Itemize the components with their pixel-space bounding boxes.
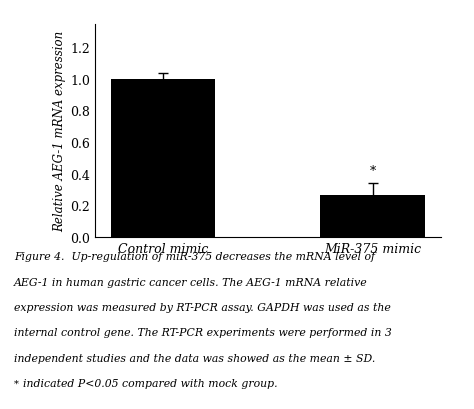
Bar: [320, 196, 425, 237]
Text: independent studies and the data was showed as the mean ± SD.: independent studies and the data was sho…: [14, 353, 375, 363]
Text: *: *: [370, 164, 376, 178]
Y-axis label: Relative AEG-1 mRNA expression: Relative AEG-1 mRNA expression: [53, 31, 66, 231]
Text: Figure 4.  Up-regulation of miR-375 decreases the mRNA level of: Figure 4. Up-regulation of miR-375 decre…: [14, 252, 375, 261]
Text: expression was measured by RT-PCR assay. GAPDH was used as the: expression was measured by RT-PCR assay.…: [14, 302, 391, 312]
Text: internal control gene. The RT-PCR experiments were performed in 3: internal control gene. The RT-PCR experi…: [14, 328, 392, 337]
Text: *: *: [14, 378, 19, 387]
Bar: [110, 80, 215, 237]
Text: indicated P<0.05 compared with mock group.: indicated P<0.05 compared with mock grou…: [23, 378, 277, 388]
Text: AEG-1 in human gastric cancer cells. The AEG-1 mRNA relative: AEG-1 in human gastric cancer cells. The…: [14, 277, 368, 287]
